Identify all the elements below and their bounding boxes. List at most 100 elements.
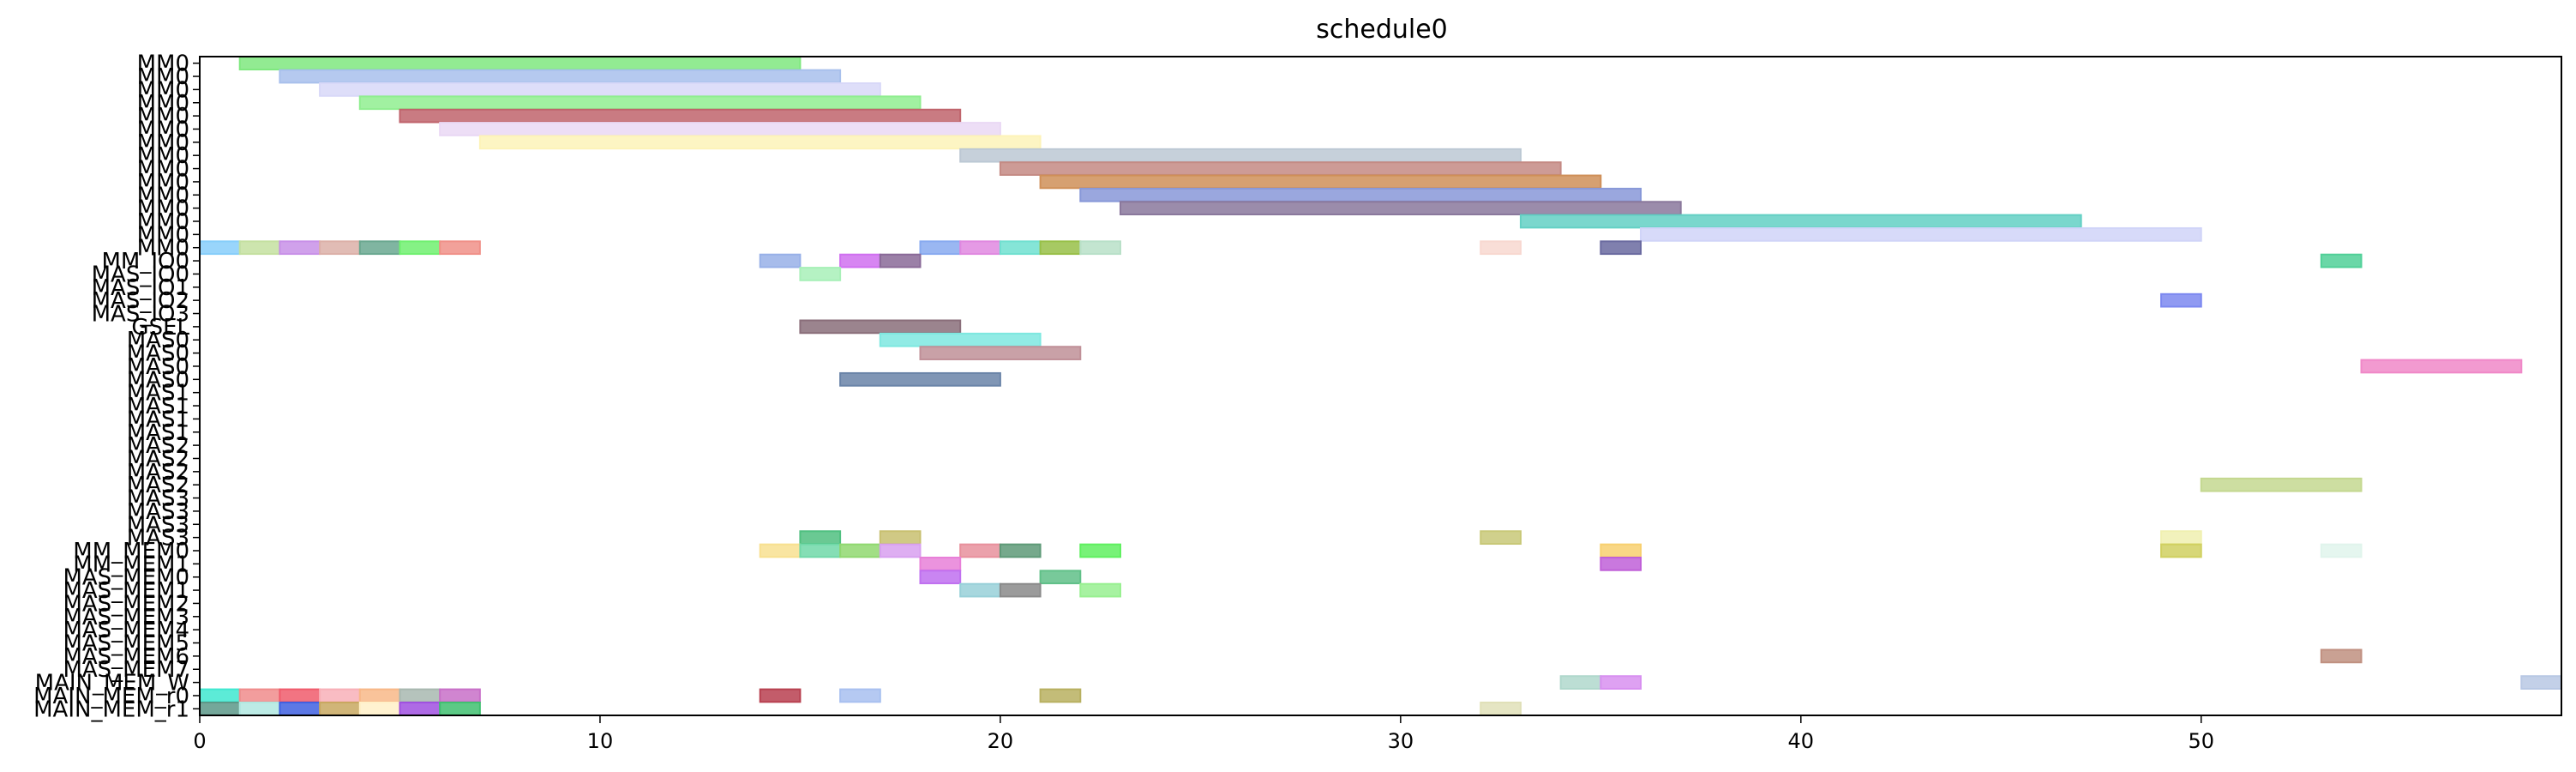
row-label: MAS3 xyxy=(127,486,189,512)
row-label: MAS_MEM2 xyxy=(63,591,189,617)
task-bar xyxy=(1079,582,1121,598)
plot-frame xyxy=(199,56,2562,716)
row-label: MM0 xyxy=(137,51,189,77)
task-bar xyxy=(1039,240,1082,256)
task-bar xyxy=(439,122,1001,136)
task-bar xyxy=(399,688,441,703)
task-bar xyxy=(1600,543,1642,558)
x-tick-label: 0 xyxy=(193,729,206,753)
row-label: MAS1 xyxy=(127,420,189,446)
row-label: MM0 xyxy=(137,209,189,235)
row-label: GSEL xyxy=(131,315,189,341)
task-bar xyxy=(1480,530,1522,546)
row-label: MAS_MEM4 xyxy=(63,618,189,643)
row-label: MAIN_MEM_r0 xyxy=(33,684,189,709)
row-label: MAS_MEM3 xyxy=(63,605,189,630)
row-label: MAS0 xyxy=(127,367,189,393)
row-label: MAS3 xyxy=(127,499,189,525)
task-bar xyxy=(1119,201,1682,216)
row-label: MAS_IO2 xyxy=(92,288,189,314)
row-label: MAS2 xyxy=(127,433,189,459)
row-label: MM0 xyxy=(137,64,189,90)
row-label: MAS3 xyxy=(127,526,189,552)
row-label: MM0 xyxy=(137,196,189,222)
task-bar xyxy=(279,69,842,84)
task-bar xyxy=(879,543,922,558)
task-bar xyxy=(439,701,481,716)
task-bar xyxy=(199,701,241,716)
task-bar xyxy=(319,701,361,716)
task-bar xyxy=(1600,240,1642,256)
task-bar xyxy=(879,530,922,546)
task-bar xyxy=(358,701,401,716)
task-bar xyxy=(1039,688,1082,703)
task-bar xyxy=(959,543,1001,558)
task-bar xyxy=(759,543,802,558)
task-bar xyxy=(2360,359,2523,374)
x-tick-label: 10 xyxy=(587,729,614,753)
task-bar xyxy=(2320,543,2363,558)
row-label: MAS0 xyxy=(127,341,189,367)
task-bar xyxy=(2160,530,2202,546)
task-bar xyxy=(319,688,361,703)
row-label: MAS_MEM7 xyxy=(63,657,189,683)
row-labels: MM0MM0MM0MM0MM0MM0MM0MM0MM0MM0MM0MM0MM0M… xyxy=(33,51,200,722)
task-bar xyxy=(2160,293,2202,308)
task-bar xyxy=(399,108,962,124)
task-bar xyxy=(759,253,802,268)
task-bar xyxy=(879,253,922,268)
task-bar xyxy=(1039,570,1082,585)
row-label: MM0 xyxy=(137,170,189,196)
row-label: MM_MEM1 xyxy=(73,552,189,577)
x-axis: 0 10 20 30 40 50 xyxy=(193,715,2214,753)
task-bar xyxy=(238,56,802,71)
row-label: MAS1 xyxy=(127,394,189,419)
row-label: MM0 xyxy=(137,143,189,169)
task-bar xyxy=(999,582,1042,598)
task-bar xyxy=(799,267,842,281)
row-label: MM_MEM0 xyxy=(73,539,189,564)
task-bar xyxy=(199,688,241,703)
row-label: MM0 xyxy=(137,77,189,103)
task-bar xyxy=(959,582,1001,598)
task-bar xyxy=(799,530,842,546)
task-bar xyxy=(2320,648,2363,664)
task-bar xyxy=(919,570,962,585)
row-label: MAIN_MEM_r1 xyxy=(33,697,189,722)
row-label: MAS_MEM1 xyxy=(63,578,189,604)
row-label: MM0 xyxy=(137,157,189,183)
task-bar xyxy=(1519,214,2082,229)
task-bars xyxy=(199,56,2563,716)
x-tick-label: 20 xyxy=(988,729,1014,753)
task-bar xyxy=(1600,556,1642,571)
task-bar xyxy=(279,688,321,703)
task-bar xyxy=(2160,543,2202,558)
task-bar xyxy=(1480,701,1522,716)
row-label: MAS_IO1 xyxy=(92,275,189,301)
task-bar xyxy=(1640,226,2202,242)
row-label: MAS_MEM6 xyxy=(63,644,189,670)
task-bar xyxy=(1600,675,1642,690)
row-label: MAS1 xyxy=(127,407,189,432)
task-bar xyxy=(478,135,1042,150)
task-bar xyxy=(279,240,321,256)
row-label: MM0 xyxy=(137,236,189,262)
row-label: MAS_MEM5 xyxy=(63,631,189,657)
row-label: MAS3 xyxy=(127,512,189,538)
task-bar xyxy=(959,148,1522,163)
task-bar xyxy=(199,240,241,256)
row-label: MM0 xyxy=(137,183,189,208)
task-bar xyxy=(1079,187,1642,202)
task-bar xyxy=(238,240,281,256)
row-label: MAS_IO3 xyxy=(92,302,189,328)
task-bar xyxy=(319,82,881,97)
row-label: MAS_MEM0 xyxy=(63,565,189,591)
x-tick-label: 50 xyxy=(2188,729,2214,753)
task-bar xyxy=(759,688,802,703)
task-bar xyxy=(999,240,1042,256)
task-bar xyxy=(2320,253,2363,268)
row-label: MAS_IO0 xyxy=(92,262,189,287)
row-label: MM0 xyxy=(137,222,189,248)
row-label: MAS0 xyxy=(127,354,189,380)
